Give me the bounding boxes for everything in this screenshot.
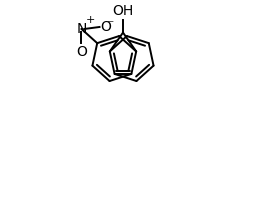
Text: ⁻: ⁻ (106, 18, 114, 32)
Text: OH: OH (112, 4, 134, 18)
Text: N: N (76, 22, 87, 36)
Text: O: O (76, 45, 87, 59)
Text: +: + (86, 15, 95, 25)
Text: O: O (101, 20, 111, 34)
